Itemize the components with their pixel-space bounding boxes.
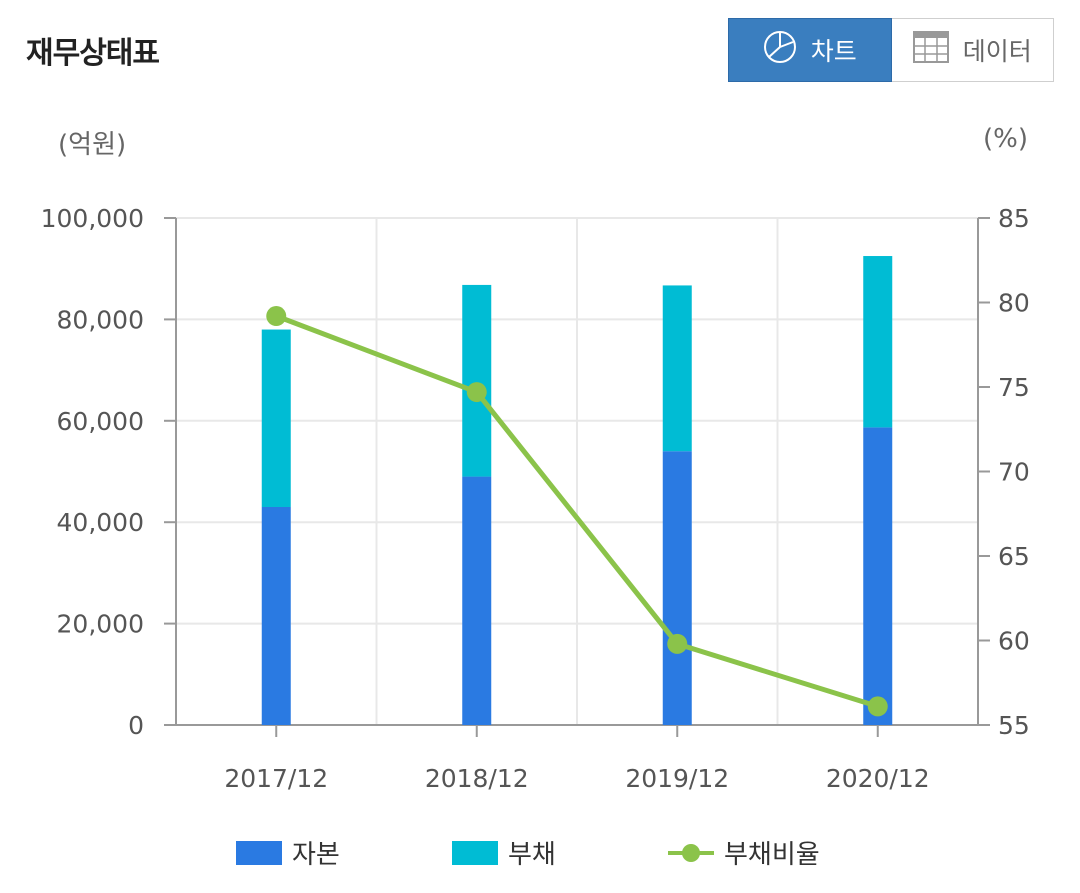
legend-item-debt[interactable]: 부채 (452, 834, 556, 871)
y-right-tick-label: 60 (998, 627, 1030, 656)
ratio-line (275, 313, 879, 709)
y-right-tick-label: 65 (998, 542, 1030, 571)
x-tick-label: 2018/12 (425, 764, 529, 793)
bar-debt (863, 256, 893, 428)
x-tick-label: 2019/12 (625, 764, 729, 793)
bar-debt (462, 284, 492, 477)
legend-label-debt: 부채 (508, 840, 556, 870)
bar-capital (462, 476, 492, 725)
y-left-tick-label: 0 (128, 711, 144, 740)
y-left-tick-label: 80,000 (57, 305, 144, 334)
y-left-tick-label: 20,000 (57, 610, 144, 639)
x-tick-label: 2017/12 (224, 764, 328, 793)
chart-view-label: 차트 (810, 37, 857, 66)
bar-debt (261, 329, 291, 507)
x-tick-label: 2020/12 (826, 764, 930, 793)
bar-capital (261, 506, 291, 725)
table-grid-icon (912, 31, 949, 69)
y-right-tick-label: 55 (998, 711, 1030, 740)
legend-item-ratio[interactable]: 부채비율 (668, 834, 820, 871)
ratio-point (266, 306, 287, 327)
chart-legend: 자본 부채 부채비율 (0, 834, 1080, 874)
ratio-point (667, 633, 688, 654)
y-right-tick-label: 70 (998, 458, 1030, 487)
y-right-tick-label: 75 (998, 373, 1030, 402)
legend-label-capital: 자본 (292, 840, 340, 870)
page-title: 재무상태표 (26, 36, 160, 71)
data-view-button[interactable]: 데이터 (891, 18, 1054, 82)
y-right-tick-label: 80 (998, 289, 1030, 318)
bar-capital (662, 451, 692, 725)
legend-swatch-debt (452, 840, 498, 865)
ratio-point (466, 382, 487, 403)
legend-swatch-capital (236, 840, 282, 865)
y-left-tick-label: 40,000 (57, 508, 144, 537)
legend-swatch-ratio (668, 843, 714, 862)
legend-label-ratio: 부채비율 (724, 840, 820, 870)
view-toggle: 차트 데이터 (728, 18, 1054, 82)
bar-debt (662, 285, 692, 452)
y-right-tick-label: 85 (998, 204, 1030, 233)
data-view-label: 데이터 (962, 37, 1032, 66)
pie-chart-icon (763, 30, 797, 70)
bar-capital (863, 427, 893, 725)
ratio-point (867, 696, 888, 717)
y-left-tick-label: 60,000 (57, 407, 144, 436)
y-left-tick-label: 100,000 (41, 204, 144, 233)
right-axis-unit: (%) (983, 124, 1028, 154)
chart-view-button[interactable]: 차트 (728, 18, 892, 82)
legend-item-capital[interactable]: 자본 (236, 834, 340, 871)
left-axis-unit: (억원) (58, 130, 127, 160)
